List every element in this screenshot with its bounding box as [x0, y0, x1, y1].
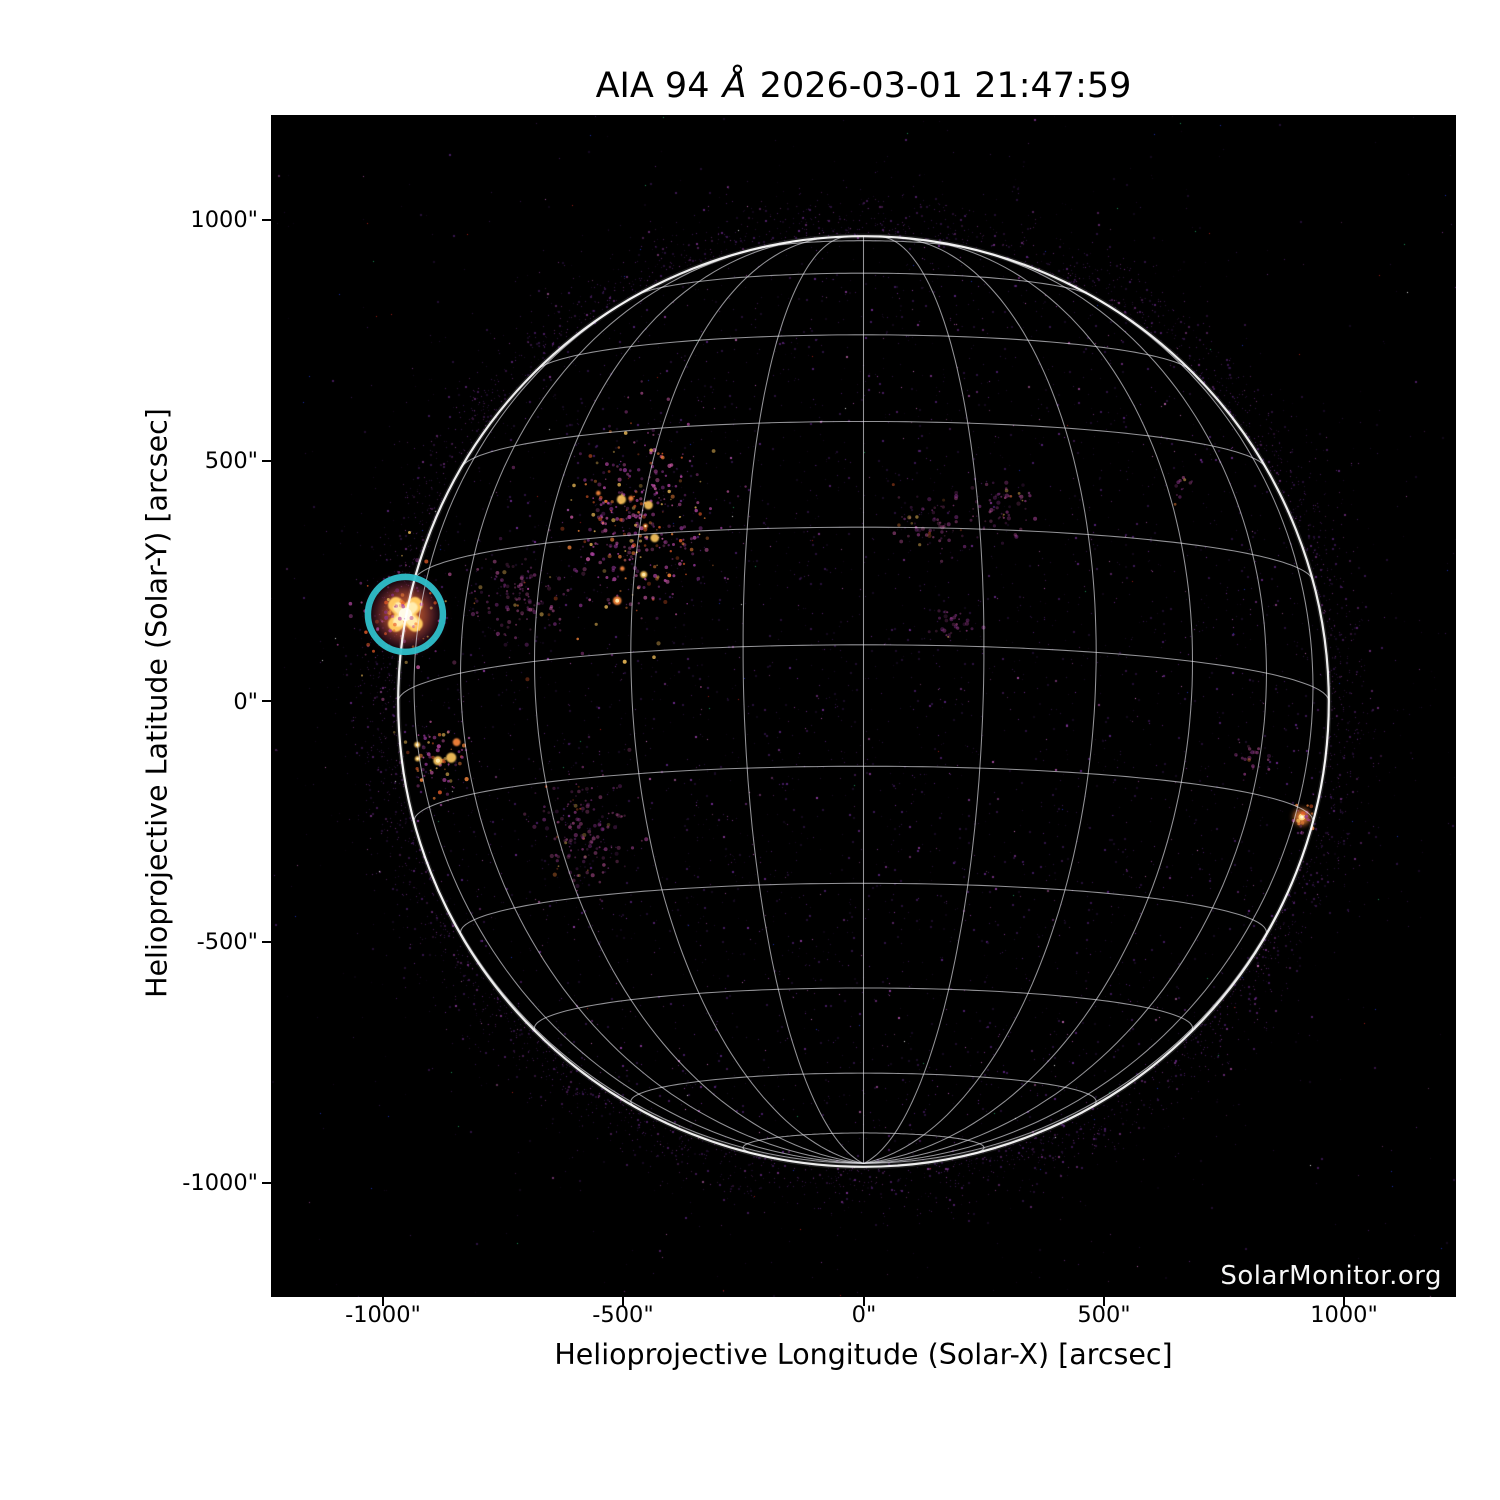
feature-faint-scatter-east — [438, 536, 586, 682]
x-tick-mark — [382, 1297, 384, 1306]
x-tick-mark — [1343, 1297, 1345, 1306]
bright-features — [336, 380, 1315, 901]
heliographic-grid — [397, 235, 1330, 1164]
y-tick-label: 1000" — [190, 207, 258, 233]
feature-faint-scatter-southeast — [523, 747, 649, 901]
y-tick-mark — [262, 941, 271, 943]
x-tick-mark — [1103, 1297, 1105, 1306]
y-tick-mark — [262, 700, 271, 702]
y-tick-label: 0" — [233, 689, 258, 715]
feature-ar-complex-northeast — [511, 380, 747, 688]
chart-title-pre: AIA 94 — [595, 66, 721, 106]
feature-faint-point-northwest — [1173, 476, 1193, 506]
feature-ar-east-limb-south — [392, 720, 469, 802]
y-tick-mark — [262, 1182, 271, 1184]
solar-limb — [395, 233, 1332, 1170]
feature-faint-plage-center-north — [891, 483, 987, 563]
chart-title-post: 2026-03-01 21:47:59 — [748, 66, 1132, 106]
x-tick-mark — [863, 1297, 865, 1306]
angstrom-symbol: Å — [722, 66, 747, 106]
feature-faint-plage-northwest — [954, 480, 1038, 545]
chart-title: AIA 94 Å 2026-03-01 21:47:59 — [271, 66, 1456, 106]
y-tick-label: 500" — [204, 448, 258, 474]
solar-disk-overlay — [336, 233, 1332, 1170]
feature-faint-patch-center — [927, 609, 986, 639]
x-tick-mark — [622, 1297, 624, 1306]
flare-annotation-circle — [364, 573, 447, 656]
y-tick-label: -500" — [196, 929, 258, 955]
x-axis-label: Helioprojective Longitude (Solar-X) [arc… — [554, 1338, 1173, 1371]
y-tick-mark — [262, 219, 271, 221]
watermark: SolarMonitor.org — [1220, 1261, 1442, 1291]
x-tick-label: 1000" — [1310, 1302, 1378, 1328]
feature-faint-patch-west — [1234, 738, 1271, 781]
x-tick-label: -1000" — [345, 1302, 421, 1328]
y-tick-label: -1000" — [182, 1170, 258, 1196]
x-tick-label: 0" — [851, 1302, 877, 1328]
x-tick-label: 500" — [1077, 1302, 1131, 1328]
x-tick-label: -500" — [592, 1302, 654, 1328]
y-tick-mark — [262, 460, 271, 462]
plot-area: SolarMonitor.org — [271, 115, 1456, 1297]
